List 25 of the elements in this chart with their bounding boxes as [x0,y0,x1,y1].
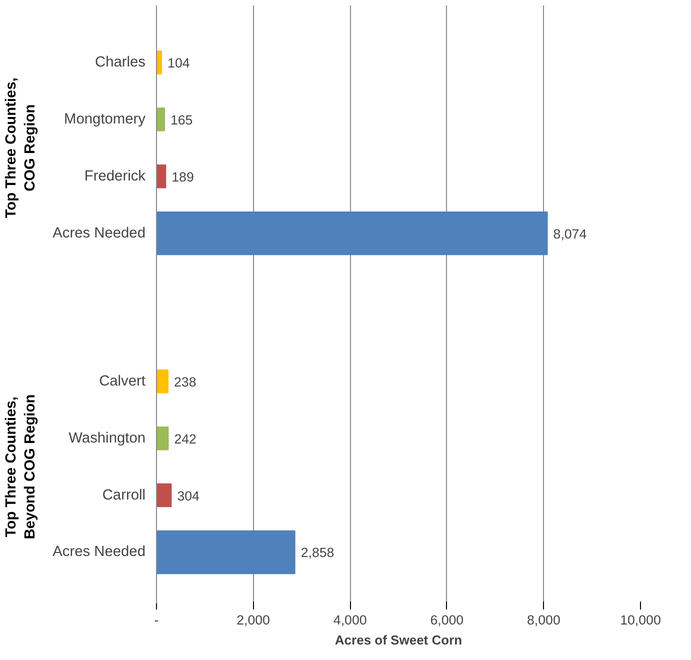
data-label: 304 [177,488,200,504]
y-tick-label: Washington [68,430,146,446]
data-label: 189 [172,169,194,184]
y-tick-label: Mongtomery [64,111,146,128]
x-tick-label: - [154,612,159,628]
y-tick-label: Acres Needed [52,225,146,242]
y-tick-label: Charles [94,54,146,70]
y-tick-label: Acres Needed [52,544,146,560]
data-label: 8,074 [553,226,588,242]
y-tick-label: Carroll [102,487,146,504]
x-tick-label: 6,000 [430,612,464,628]
x-axis-title: Acres of Sweet Corn [334,632,462,648]
text: Top Three Counties, Beyond COG Region [3,394,38,540]
data-label: 104 [168,55,190,70]
text: Top Three Counties, COG Region [3,78,38,218]
data-label: 242 [174,431,196,446]
x-tick-label: 10,000 [620,612,661,628]
y-tick-label: Frederick [84,168,146,184]
x-tick-label: 2,000 [236,612,270,628]
x-tick-label: 4,000 [333,612,367,628]
data-label: 2,858 [300,545,334,560]
data-label: 238 [174,374,196,390]
x-tick-label: 8,000 [527,612,560,628]
y-tick-label: Calvert [99,373,146,390]
data-label: 165 [170,112,193,128]
